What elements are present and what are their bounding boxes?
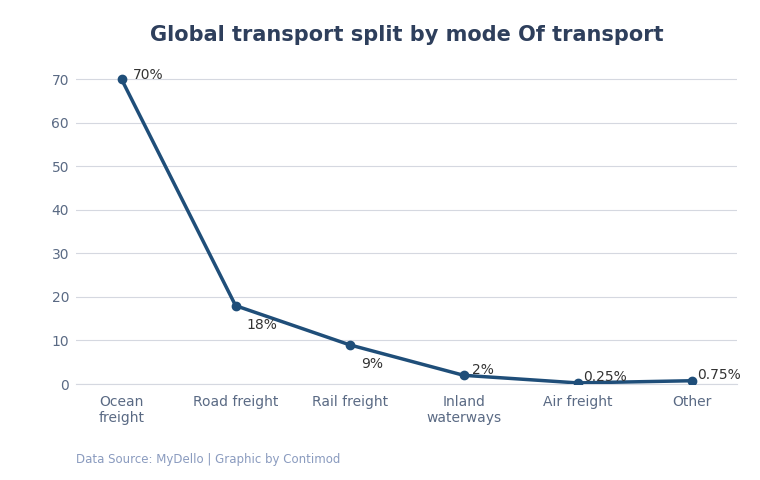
Text: 2%: 2%: [472, 363, 494, 377]
Text: 0.25%: 0.25%: [583, 371, 627, 384]
Text: 18%: 18%: [247, 318, 277, 332]
Text: 70%: 70%: [133, 68, 163, 82]
Text: 0.75%: 0.75%: [697, 368, 741, 382]
Text: 9%: 9%: [361, 357, 383, 371]
Title: Global transport split by mode Of transport: Global transport split by mode Of transp…: [150, 25, 663, 45]
Text: Data Source: MyDello | Graphic by Contimod: Data Source: MyDello | Graphic by Contim…: [76, 453, 340, 466]
